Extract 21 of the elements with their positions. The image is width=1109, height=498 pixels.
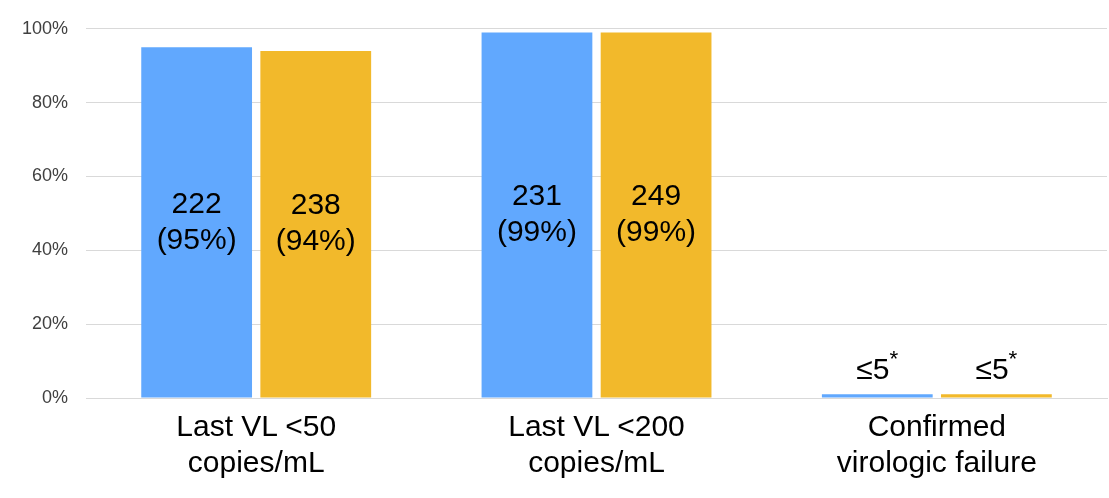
x-tick-label: Last VL <50 copies/mL [176,409,337,479]
x-tick-label: Last VL <200 copies/mL [508,409,685,479]
data-label: 238 (94%) [275,187,356,257]
bar [260,50,372,398]
y-tick-label: 100% [21,17,69,38]
x-tick-label: Confirmed virologic failure [836,409,1037,479]
data-label: 249 (99%) [616,178,697,248]
bar [600,32,712,398]
y-tick-label: 80% [32,91,69,112]
data-label: ≤5* [975,346,1018,385]
bar [821,394,933,398]
bar [481,32,593,398]
data-label: ≤5* [856,346,899,385]
y-tick-label: 40% [32,239,69,260]
y-tick-label: 0% [42,386,69,407]
bar [141,47,253,398]
y-tick-label: 60% [32,165,69,186]
bar [941,394,1052,398]
data-label: 222 (95%) [156,185,237,255]
y-tick-label: 20% [32,313,69,334]
data-label: 231 (99%) [496,178,577,248]
